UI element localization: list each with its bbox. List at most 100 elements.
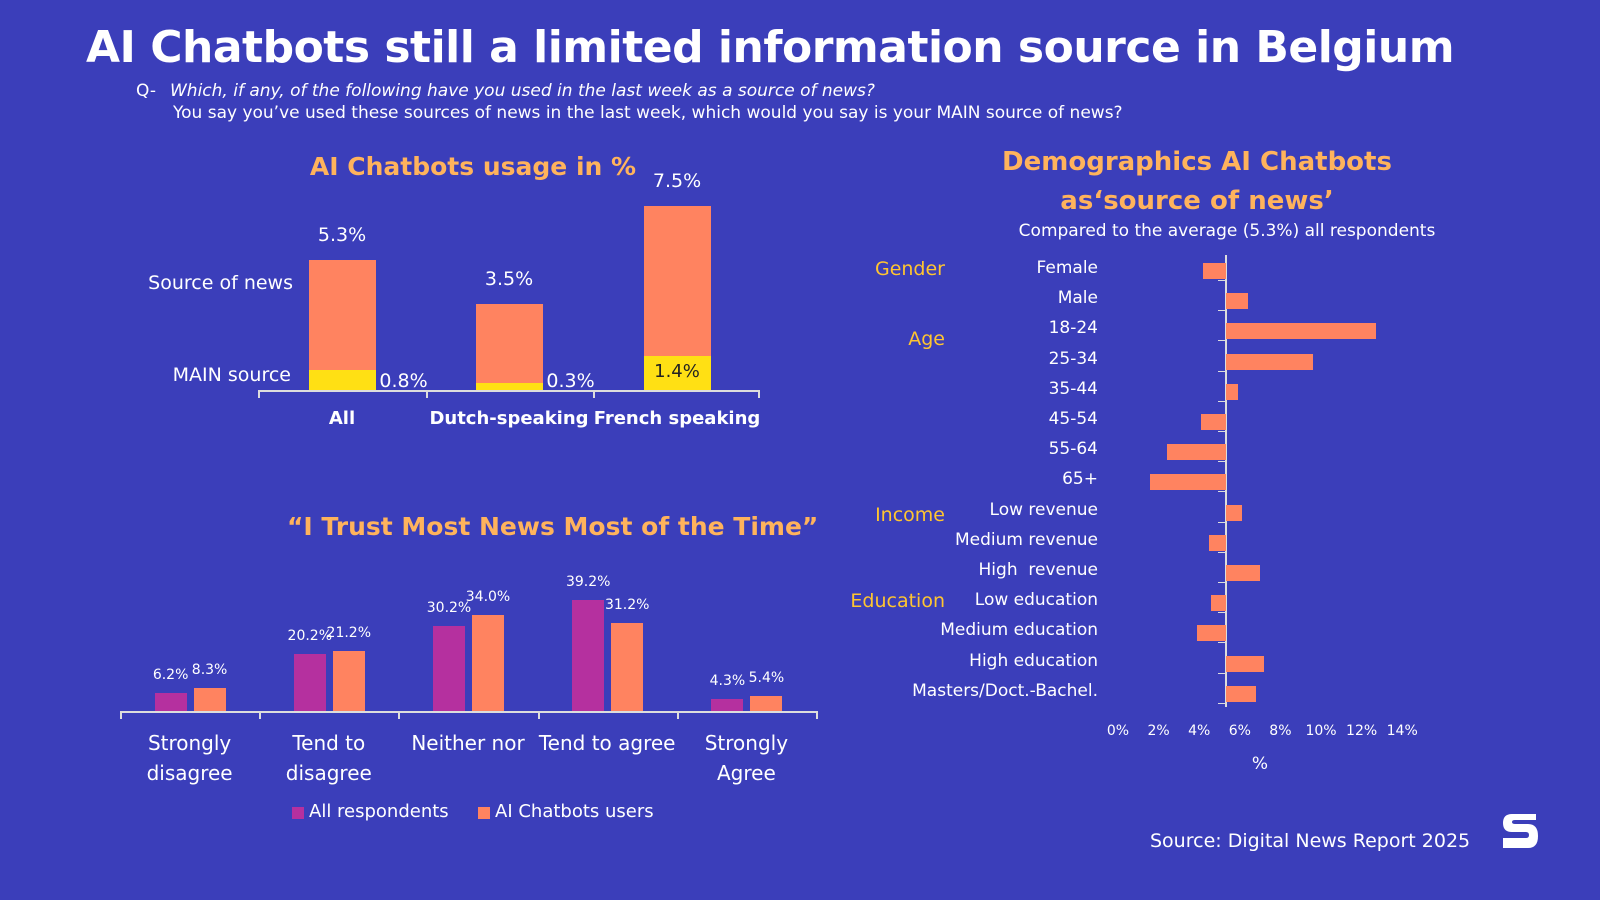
bar [475,382,543,390]
row-tick [1217,310,1226,312]
bar [1211,595,1226,612]
axis-tick [258,390,260,398]
x-tick-label: All [328,408,356,429]
bar [1225,293,1248,310]
row-tick [1217,702,1226,704]
chart-title: AI Chatbots usage in % [309,152,637,181]
chart-subtitle: Compared to the average (5.3%) all respo… [1018,221,1436,241]
bar [1201,414,1226,430]
axis-tick [816,711,818,719]
row-tick [1217,551,1226,553]
bar [1197,625,1226,642]
x-tick-label: 0% [1106,723,1130,739]
y-tick-label: Low revenue [989,499,1098,520]
y-tick-label: 35-44 [1048,378,1098,399]
question-line: Which, if any, of the following have you… [170,81,875,101]
bar [475,304,543,390]
x-tick-label: 4% [1188,723,1211,739]
x-tick-label: 2% [1147,723,1170,739]
row-tick [1217,491,1226,493]
x-tick-label: French speaking [593,408,761,429]
value-label: 0.8% [379,370,428,392]
main-title: AI Chatbots still a limited information … [86,22,1455,73]
x-tick-label: Strongly Agree [704,731,789,785]
y-tick-label: Male [1057,288,1098,309]
y-tick-label: 18-24 [1048,318,1098,339]
bar [433,625,465,711]
logo [1503,814,1538,848]
axis-tick [758,390,760,398]
group-label: Income [875,503,945,526]
bar [1225,565,1261,581]
x-tick-label: Dutch-speaking [429,408,589,429]
series-label: Source of news [148,272,293,294]
bar [611,622,644,711]
axis-tick [676,711,679,719]
axis-tick [537,711,540,719]
x-tick-label: 14% [1386,723,1418,739]
x-tick-label: 8% [1269,723,1292,739]
row-tick [1217,431,1226,432]
bar [332,651,365,711]
legend-swatch [292,807,304,819]
value-label: 6.2% [152,667,189,684]
axis-tick [259,711,262,719]
row-tick [1217,582,1226,583]
baseline [1224,255,1227,707]
x-axis [120,711,816,713]
value-label: 8.3% [191,661,228,678]
x-axis-label: % [1251,754,1269,774]
value-label: 31.2% [604,596,650,613]
x-tick-label: Strongly disagree [146,731,233,785]
y-tick-label: 25-34 [1048,348,1098,369]
source: Source: Digital News Report 2025 [1150,830,1471,852]
y-tick-label: Female [1036,258,1098,278]
legend-label: All respondents [309,801,449,822]
value-label: 5.3% [317,224,367,247]
bar [472,614,504,711]
y-tick-label: High revenue [978,560,1098,580]
series-label: MAIN source [172,364,291,386]
bar [193,687,226,711]
axis-tick [426,390,428,398]
group-label: Education [850,590,945,613]
bar [1225,504,1242,521]
bar [1166,444,1226,461]
row-tick [1217,370,1226,372]
y-tick-label: Medium education [940,620,1098,641]
row-tick [1217,612,1226,614]
bar [572,600,605,711]
y-tick-label: Masters/Doct.-Bachel. [912,680,1098,701]
y-tick-label: 45-54 [1048,409,1098,429]
value-label: 21.2% [326,625,372,641]
row-tick [1217,521,1226,523]
bar [750,695,783,711]
y-tick-label: High education [969,650,1098,671]
value-label: 5.4% [748,669,785,686]
group-label: Gender [874,258,945,280]
bar [1225,323,1376,340]
axis-tick [120,711,122,719]
bar [1150,474,1226,491]
bar [1225,353,1313,370]
legend-label: AI Chatbots users [495,801,654,822]
value-label: 20.2% [287,627,333,644]
row-tick [1217,280,1226,281]
row-tick [1217,642,1226,644]
x-tick-label: 10% [1305,723,1337,739]
question-line: You say you’ve used these sources of new… [173,103,1123,123]
legend-swatch [478,807,490,819]
bar [1203,263,1226,279]
axis-tick [398,711,401,719]
x-tick-label: 12% [1346,723,1378,739]
x-tick-label: Tend to agree [538,731,676,755]
value-label: 34.0% [465,588,511,605]
axis-tick [593,390,595,398]
bar [1225,383,1238,400]
row-tick [1217,672,1226,674]
row-tick [1217,340,1226,342]
value-label: 7.5% [652,170,702,193]
group-label: Age [908,328,945,351]
bar [1225,655,1265,672]
